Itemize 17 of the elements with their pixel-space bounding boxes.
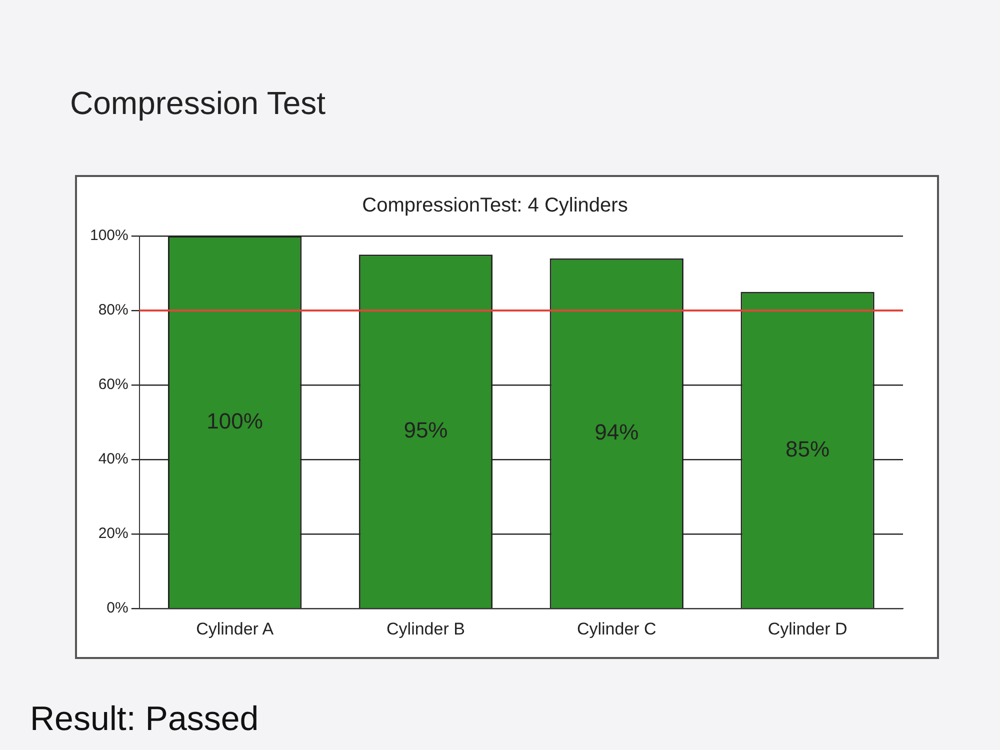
data-label: 95% [404,418,448,443]
y-tick-label: 80% [98,302,128,319]
y-tick-label: 0% [106,600,128,617]
text: Result: Passed [30,700,259,739]
y-tick-label: 40% [98,450,128,468]
data-label: 100% [206,408,263,434]
chart-title: CompressionTest: 4 Cylinders [362,194,628,217]
y-tick-label: 60% [98,376,128,394]
chart-subtitle: Compression Test [70,85,326,122]
x-tick-label: Cylinder B [386,619,465,638]
data-label: 94% [594,420,639,445]
x-tick-label: Cylinder C [576,619,656,638]
y-tick-label: 20% [98,525,128,542]
x-tick-label: Cylinder A [196,619,274,638]
y-tick-label: 100% [90,227,128,244]
data-label: 85% [786,436,830,462]
x-tick-label: Cylinder D [768,619,848,638]
